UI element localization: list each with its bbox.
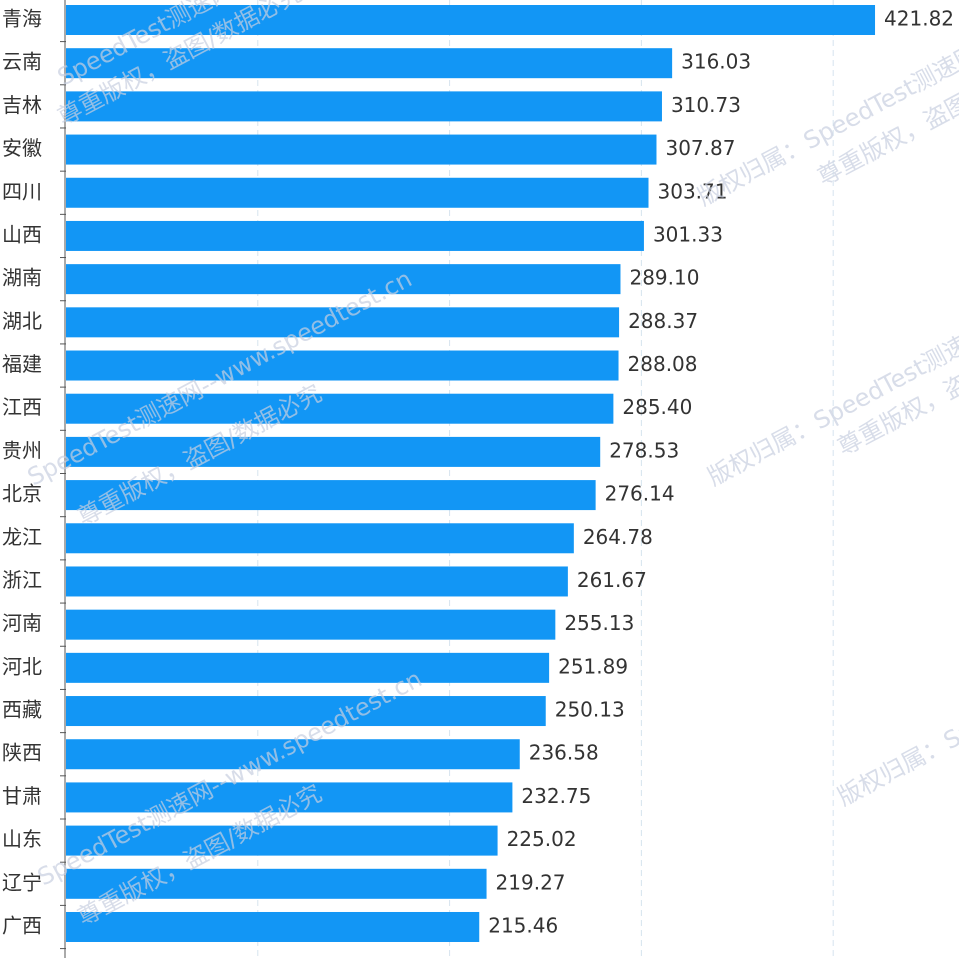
value-label: 264.78 bbox=[583, 525, 653, 549]
value-label: 225.02 bbox=[507, 827, 577, 851]
value-label: 303.71 bbox=[658, 179, 728, 203]
bar bbox=[66, 696, 546, 727]
value-label: 251.89 bbox=[558, 654, 628, 678]
category-label: 浙江 bbox=[2, 568, 42, 592]
category-label: 河北 bbox=[2, 654, 42, 678]
value-label: 288.37 bbox=[628, 309, 698, 333]
category-label: 辽宁 bbox=[2, 870, 42, 894]
category-label: 山东 bbox=[2, 827, 42, 851]
bar bbox=[66, 91, 662, 122]
bar bbox=[66, 350, 619, 381]
value-label: 301.33 bbox=[653, 222, 723, 246]
value-label: 219.27 bbox=[496, 870, 566, 894]
value-label: 276.14 bbox=[605, 482, 675, 506]
value-label: 250.13 bbox=[555, 698, 625, 722]
bar bbox=[66, 177, 649, 208]
category-label: 安徽 bbox=[2, 136, 42, 160]
category-label: 北京 bbox=[2, 482, 42, 506]
bar bbox=[66, 566, 568, 597]
value-label: 288.08 bbox=[628, 352, 698, 376]
value-label: 236.58 bbox=[529, 741, 599, 765]
value-label: 278.53 bbox=[609, 438, 679, 462]
category-label: 湖南 bbox=[2, 266, 42, 290]
value-label: 316.03 bbox=[681, 50, 751, 74]
category-label: 吉林 bbox=[2, 93, 42, 117]
bar bbox=[66, 220, 644, 251]
bar bbox=[66, 782, 513, 813]
bar bbox=[66, 868, 487, 899]
value-label: 307.87 bbox=[665, 136, 735, 160]
category-label: 西藏 bbox=[2, 698, 42, 722]
value-label: 255.13 bbox=[564, 611, 634, 635]
value-label: 232.75 bbox=[521, 784, 591, 808]
bar bbox=[66, 609, 556, 640]
value-label: 215.46 bbox=[488, 913, 558, 937]
category-label: 云南 bbox=[2, 50, 42, 74]
value-label: 285.40 bbox=[622, 395, 692, 419]
bar bbox=[66, 264, 621, 295]
bar bbox=[66, 825, 498, 856]
bar bbox=[66, 523, 574, 554]
category-label: 福建 bbox=[2, 352, 42, 376]
category-label: 青海 bbox=[2, 7, 42, 31]
watermark: 版权归属：SpeedTest测速网 bbox=[833, 639, 959, 811]
bar bbox=[66, 480, 596, 511]
category-label: 江西 bbox=[2, 395, 42, 419]
value-label: 310.73 bbox=[671, 93, 741, 117]
bar bbox=[66, 652, 550, 683]
bar bbox=[66, 5, 876, 35]
category-label: 湖北 bbox=[2, 309, 42, 333]
category-label: 甘肃 bbox=[2, 784, 42, 808]
category-label: 河南 bbox=[2, 611, 42, 635]
category-label: 陕西 bbox=[2, 741, 42, 765]
value-label: 421.82 bbox=[884, 7, 954, 31]
bar bbox=[66, 48, 673, 79]
bar bbox=[66, 393, 614, 424]
value-label: 261.67 bbox=[577, 568, 647, 592]
bar bbox=[66, 739, 520, 770]
category-label: 龙江 bbox=[2, 525, 42, 549]
category-label: 贵州 bbox=[2, 438, 42, 462]
bar bbox=[66, 307, 620, 338]
category-label: 广西 bbox=[2, 913, 42, 937]
value-label: 289.10 bbox=[629, 266, 699, 290]
category-label: 四川 bbox=[2, 179, 42, 203]
bar bbox=[66, 911, 480, 942]
bar bbox=[66, 134, 657, 165]
bar bbox=[66, 436, 601, 467]
category-label: 山西 bbox=[2, 222, 42, 246]
